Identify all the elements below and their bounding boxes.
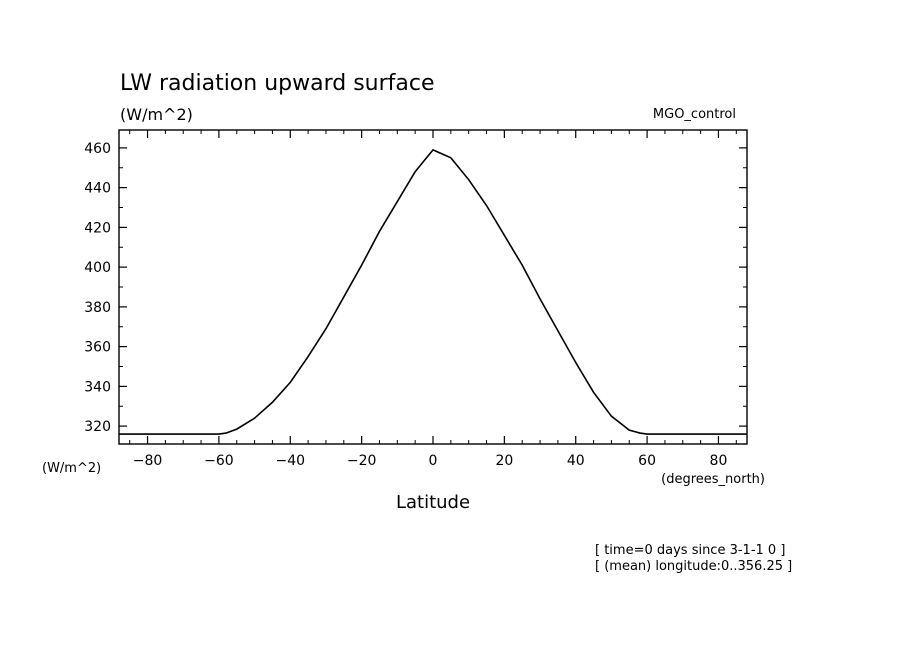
x-axis-units: (degrees_north) xyxy=(661,472,765,487)
x-tick-label: 20 xyxy=(495,453,513,469)
x-tick-label: −80 xyxy=(133,453,163,469)
footer-time: [ time=0 days since 3-1-1 0 ] xyxy=(595,543,785,558)
x-tick-label: 0 xyxy=(429,453,438,469)
x-axis-label: Latitude xyxy=(396,492,470,513)
x-tick-label: −40 xyxy=(275,453,305,469)
x-tick-label: −60 xyxy=(204,453,234,469)
y-tick-label: 460 xyxy=(84,141,111,157)
y-axis-units: (W/m^2) xyxy=(42,461,101,476)
y-tick-label: 340 xyxy=(84,379,111,395)
y-tick-label: 320 xyxy=(84,419,111,435)
footer-longitude: [ (mean) longitude:0..356.25 ] xyxy=(595,559,792,574)
x-tick-label: −20 xyxy=(347,453,377,469)
y-tick-label: 380 xyxy=(84,300,111,316)
y-tick-label: 400 xyxy=(84,260,111,276)
x-tick-label: 60 xyxy=(638,453,656,469)
y-tick-labels: 320 340 360 380 400 420 440 460 xyxy=(84,141,111,435)
series-line xyxy=(119,148,747,435)
x-tick-labels: −80 −60 −40 −20 0 20 40 60 80 xyxy=(133,453,728,469)
chart-title: LW radiation upward surface xyxy=(120,71,435,96)
x-tick-label: 40 xyxy=(567,453,585,469)
x-tick-label: 80 xyxy=(710,453,728,469)
y-tick-label: 360 xyxy=(84,340,111,356)
plot-frame xyxy=(118,129,748,445)
y-tick-label: 420 xyxy=(84,220,111,236)
tick-marks xyxy=(119,130,747,444)
chart-subtitle: (W/m^2) xyxy=(120,105,193,124)
dataset-label: MGO_control xyxy=(653,107,736,122)
y-tick-label: 440 xyxy=(84,181,111,197)
